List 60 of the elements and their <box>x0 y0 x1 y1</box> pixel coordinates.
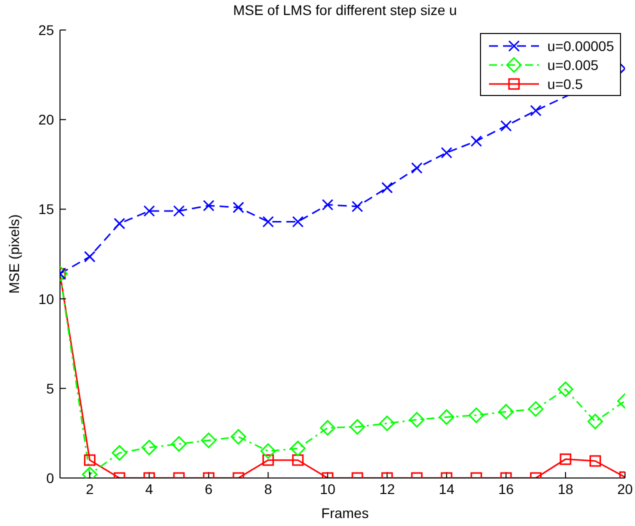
x-tick-label: 2 <box>86 480 94 497</box>
x-axis-title: Frames <box>320 505 370 521</box>
point <box>470 135 482 147</box>
x-tick-label: 14 <box>438 480 455 497</box>
point <box>500 120 512 132</box>
point <box>202 200 214 212</box>
point <box>588 414 604 430</box>
point <box>438 409 454 425</box>
legend-label: u=0.5 <box>547 76 583 92</box>
x-tick-label: 12 <box>379 480 396 497</box>
y-tick-label: 25 <box>38 22 54 38</box>
point <box>230 429 246 445</box>
point <box>440 147 452 158</box>
x-tick-label: 10 <box>320 480 336 497</box>
y-tick-label: 20 <box>38 112 54 128</box>
y-tick-label: 15 <box>38 201 54 218</box>
y-tick-label: 0 <box>46 470 54 486</box>
x-tick-label: 20 <box>617 480 633 497</box>
point <box>262 454 274 466</box>
point <box>409 412 425 428</box>
point <box>322 198 334 210</box>
x-tick-label: 18 <box>558 480 574 497</box>
point <box>200 432 216 448</box>
point <box>262 216 274 228</box>
point <box>112 445 128 461</box>
point <box>558 382 574 398</box>
point <box>292 454 304 466</box>
x-tick-label: 8 <box>264 480 272 497</box>
point <box>292 216 304 228</box>
x-tick-label: 6 <box>204 480 213 497</box>
y-tick-label: 5 <box>46 380 54 396</box>
point <box>143 205 155 217</box>
legend-label: u=0.00005 <box>547 38 614 54</box>
point <box>84 250 96 262</box>
point <box>141 440 157 456</box>
point <box>84 454 96 466</box>
point <box>260 443 276 459</box>
point <box>560 453 572 465</box>
point <box>173 205 185 217</box>
point <box>381 182 393 194</box>
point <box>350 419 366 435</box>
point <box>352 200 364 212</box>
y-tick-label: 10 <box>38 290 54 307</box>
point <box>498 404 514 420</box>
point <box>290 440 306 456</box>
point <box>379 416 395 432</box>
y-axis-title: MSE (pixels) <box>6 214 22 294</box>
x-tick-label: 16 <box>498 480 514 497</box>
point <box>114 218 126 230</box>
point <box>530 104 542 116</box>
legend-label: u=0.005 <box>547 56 598 72</box>
x-tick-label: 4 <box>145 480 154 497</box>
point <box>528 401 544 417</box>
point <box>232 202 244 214</box>
point <box>320 420 336 436</box>
point <box>411 162 423 174</box>
point <box>171 436 187 452</box>
point <box>468 408 484 424</box>
point <box>590 455 602 467</box>
chart-title: MSE of LMS for different step size u <box>232 2 458 18</box>
